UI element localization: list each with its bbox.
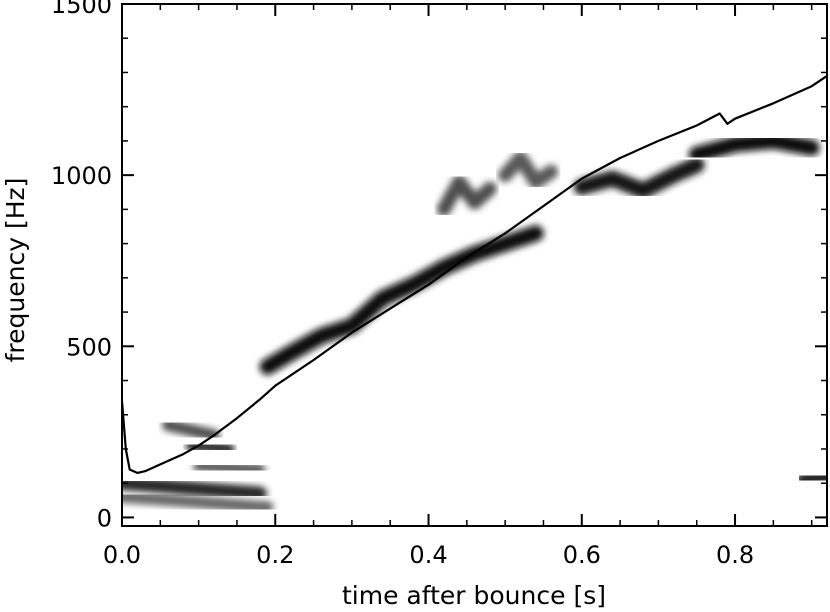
frequency-line [122, 74, 827, 474]
power-band-4 [193, 460, 266, 475]
power-band-5 [259, 225, 544, 375]
plot-frame [121, 3, 828, 527]
x-axis-ticks: 0.0 0.2 0.4 0.6 0.8 [103, 4, 813, 569]
y-axis-ticks: 0 500 1000 1500 [51, 0, 827, 532]
power-band-7 [498, 151, 559, 189]
power-band-1 [122, 490, 274, 514]
y-tick-label: 500 [66, 333, 112, 361]
power-band-2 [162, 419, 220, 442]
power-band-8 [573, 156, 705, 199]
x-axis-label: time after bounce [s] [342, 581, 606, 610]
power-band-0 [122, 476, 267, 501]
x-tick-label: 0.2 [256, 541, 294, 569]
x-tick-label: 0.6 [563, 541, 601, 569]
frequency-line-layer [122, 74, 827, 474]
x-tick-label: 0.4 [409, 541, 447, 569]
power-band-9 [688, 132, 820, 163]
power-band-6 [436, 175, 497, 217]
plot-background [122, 4, 827, 526]
y-axis-label: frequency [Hz] [1, 178, 30, 363]
y-tick-label: 1500 [51, 0, 112, 19]
x-tick-label: 0.0 [103, 541, 141, 569]
power-band-10 [796, 468, 827, 488]
spectrogram-heatmap [122, 4, 827, 520]
x-tick-label: 0.8 [716, 541, 754, 569]
y-tick-label: 1000 [51, 162, 112, 190]
y-tick-label: 0 [97, 504, 112, 532]
